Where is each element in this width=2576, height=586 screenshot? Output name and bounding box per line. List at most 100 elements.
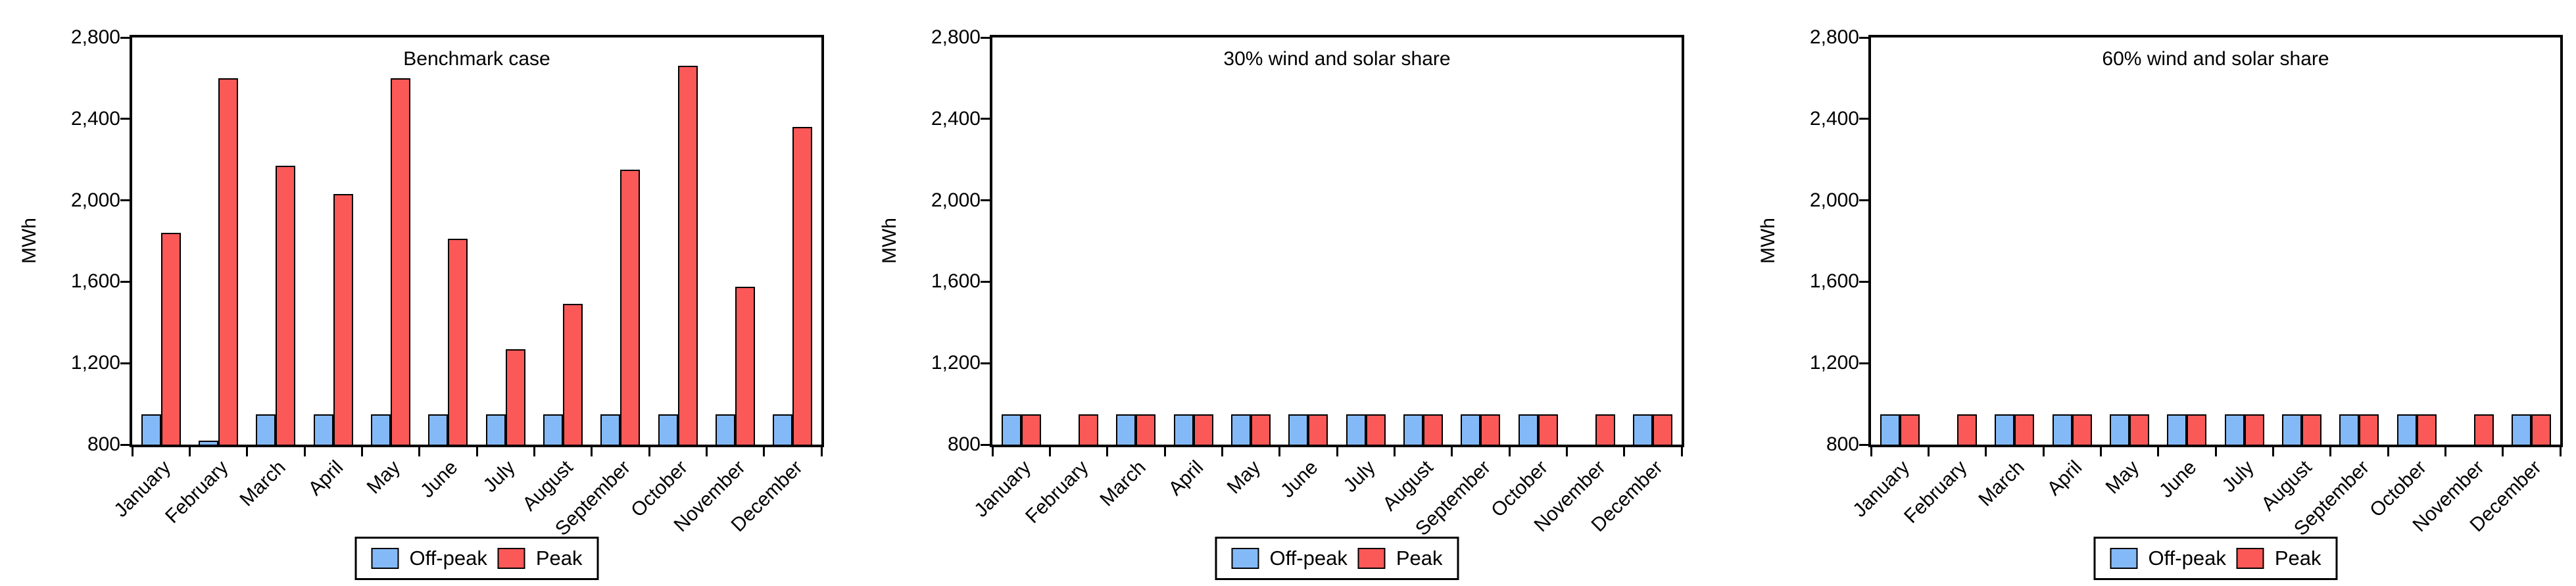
x-axis-tick [360, 447, 363, 456]
y-axis-tick [120, 443, 130, 446]
x-axis-tick [2387, 447, 2389, 456]
offpeak-bar-june [428, 414, 449, 445]
x-axis-tick [533, 447, 535, 456]
legend: Off-peak Peak [354, 537, 599, 580]
offpeak-legend-label: Off-peak [2148, 547, 2226, 570]
y-axis-title: MWh [879, 218, 900, 264]
y-axis-tick [1859, 362, 1868, 364]
x-axis-tick [1565, 447, 1568, 456]
peak-bar-november [735, 287, 755, 445]
chart-title: 30% wind and solar share [1223, 48, 1451, 70]
offpeak-bar-may [371, 414, 391, 445]
month-label-text: July [2218, 456, 2258, 497]
month-label-text: June [416, 456, 462, 502]
peak-bar-april [2072, 414, 2092, 445]
x-axis-tick [705, 447, 708, 456]
y-axis-tick [981, 118, 990, 120]
offpeak-bar-april [313, 414, 333, 445]
offpeak-bar-february [199, 440, 218, 445]
y-axis-tick [1859, 443, 1868, 446]
peak-legend-label: Peak [2274, 547, 2321, 570]
x-axis-tick [1163, 447, 1166, 456]
offpeak-bar-march [1995, 414, 2015, 445]
y-axis-tick-label: 2,800 [931, 26, 981, 48]
peak-bar-may [2129, 414, 2149, 445]
offpeak-bar-december [1633, 414, 1653, 445]
peak-bar-january [160, 233, 181, 445]
offpeak-bar-july [485, 414, 506, 445]
peak-bar-may [391, 78, 410, 445]
x-axis-tick [2099, 447, 2102, 456]
y-axis-tick-label: 1,200 [931, 352, 981, 374]
peak-bar-june [1308, 414, 1328, 445]
offpeak-legend-swatch [371, 548, 399, 569]
y-axis-tick-label: 2,000 [70, 189, 120, 211]
y-axis-tick [120, 199, 130, 202]
x-axis-tick [1393, 447, 1396, 456]
offpeak-bar-august [2282, 414, 2302, 445]
y-axis-tick-label: 1,200 [70, 352, 120, 374]
y-axis-tick [1859, 199, 1868, 202]
x-axis-tick [1278, 447, 1281, 456]
plot-area: 30% wind and solar share 800 1,200 1,600 2,… [931, 26, 1684, 540]
month-label-text: June [1276, 456, 1323, 502]
peak-bar-december [792, 127, 813, 445]
y-axis-tick-label: 2,400 [931, 107, 981, 130]
x-axis-tick [2559, 447, 2562, 456]
x-axis-tick [648, 447, 650, 456]
offpeak-bar-may [2110, 414, 2129, 445]
x-axis-tick [2272, 447, 2274, 456]
offpeak-legend-label: Off-peak [1269, 547, 1348, 570]
peak-bar-august [2302, 414, 2321, 445]
month-label-text: July [1339, 456, 1380, 497]
peak-bar-april [333, 194, 353, 445]
y-axis-tick [1859, 280, 1868, 283]
peak-bar-july [1365, 414, 1386, 445]
offpeak-bar-october [658, 414, 678, 445]
y-axis-tick-label: 2,000 [1809, 189, 1859, 211]
peak-bar-september [2359, 414, 2379, 445]
peak-bar-october [677, 66, 698, 445]
x-axis-tick [303, 447, 306, 456]
offpeak-bar-august [1403, 414, 1423, 445]
peak-legend-label: Peak [1396, 547, 1443, 570]
offpeak-bar-september [2339, 414, 2360, 445]
x-axis-tick [2157, 447, 2160, 456]
offpeak-bar-april [1173, 414, 1194, 445]
peak-bar-november [1595, 414, 1615, 445]
peak-bar-april [1193, 414, 1213, 445]
month-label-text: May [362, 456, 405, 499]
x-axis-tick [2042, 447, 2045, 456]
x-axis-tick [1336, 447, 1338, 456]
month-label-text: April [2043, 456, 2086, 500]
y-axis-tick-label: 800 [947, 433, 981, 455]
y-axis-tick-label: 1,600 [931, 270, 981, 293]
x-axis-tick [1106, 447, 1109, 456]
plot-area: 60% wind and solar share 800 1,200 1,600 2,… [1810, 26, 2563, 540]
y-axis-tick-label: 2,800 [1809, 26, 1859, 48]
offpeak-bar-august [543, 414, 563, 445]
y-axis-title: MWh [1757, 218, 1779, 264]
y-axis-tick [1859, 36, 1868, 39]
x-axis-tick [763, 447, 766, 456]
y-axis-tick [120, 280, 130, 283]
month-label-text: May [1223, 456, 1265, 499]
offpeak-legend-label: Off-peak [409, 547, 487, 570]
peak-bar-october [1538, 414, 1558, 445]
x-axis-tick [131, 447, 134, 456]
month-label-text: February [1900, 456, 1972, 528]
month-label-text: March [1096, 456, 1150, 511]
x-axis-tick [1680, 447, 1683, 456]
peak-bar-february [1957, 414, 1977, 445]
offpeak-bar-september [600, 414, 621, 445]
y-axis-tick [1859, 118, 1868, 120]
x-axis-tick [591, 447, 593, 456]
x-axis-tick [1451, 447, 1453, 456]
chart-title: Benchmark case [403, 48, 550, 70]
chart-title: 60% wind and solar share [2102, 48, 2329, 70]
x-axis-tick [820, 447, 823, 456]
y-axis-tick-label: 1,200 [1809, 352, 1859, 374]
peak-legend-swatch [497, 548, 525, 569]
peak-legend-swatch [2236, 548, 2264, 569]
